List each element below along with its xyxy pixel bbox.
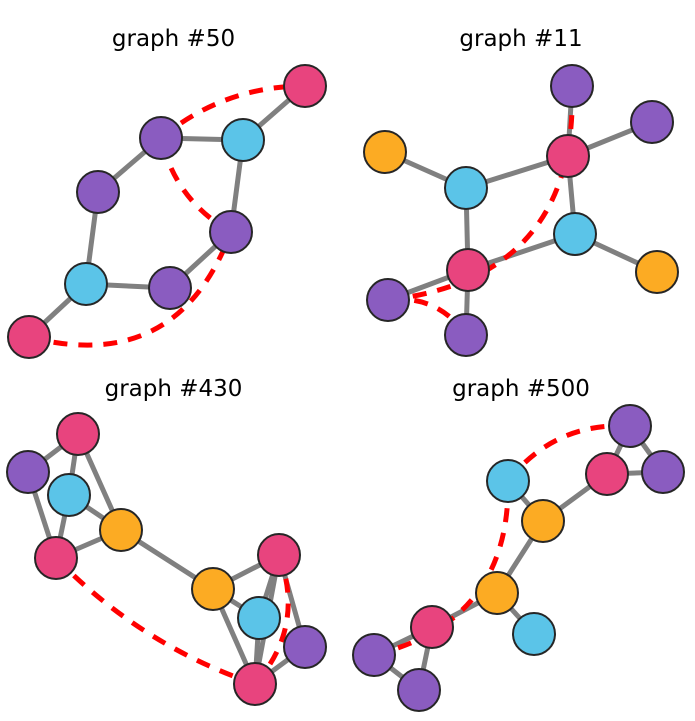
graph-node-purple[interactable] bbox=[148, 266, 192, 310]
graph-node-pink[interactable] bbox=[7, 315, 51, 359]
graph-node-orange[interactable] bbox=[475, 571, 519, 615]
graph-node-orange[interactable] bbox=[635, 250, 679, 294]
panel-graph-11: graph #11 bbox=[347, 20, 695, 370]
graph-node-purple[interactable] bbox=[641, 450, 685, 494]
graph-canvas-graph-11 bbox=[363, 64, 679, 357]
graph-node-pink[interactable] bbox=[283, 64, 327, 108]
graph-node-orange[interactable] bbox=[521, 499, 565, 543]
graph-node-purple[interactable] bbox=[608, 404, 652, 448]
graph-node-purple[interactable] bbox=[139, 116, 183, 160]
node-layer bbox=[363, 64, 679, 357]
graph-node-orange[interactable] bbox=[191, 567, 235, 611]
highlight-path-layer bbox=[54, 554, 291, 687]
graph-node-purple[interactable] bbox=[76, 170, 120, 214]
graph-node-purple[interactable] bbox=[397, 668, 441, 712]
graph-node-pink[interactable] bbox=[446, 248, 490, 292]
graph-node-blue[interactable] bbox=[64, 262, 108, 306]
graph-node-purple[interactable] bbox=[6, 450, 50, 494]
graph-node-purple[interactable] bbox=[366, 278, 410, 322]
graph-node-blue[interactable] bbox=[512, 612, 556, 656]
graph-node-purple[interactable] bbox=[444, 313, 488, 357]
graph-node-blue[interactable] bbox=[237, 596, 281, 640]
graph-node-pink[interactable] bbox=[585, 452, 629, 496]
graph-node-pink[interactable] bbox=[233, 662, 277, 706]
graph-node-purple[interactable] bbox=[209, 210, 253, 254]
panel-title-graph-500: graph #500 bbox=[452, 376, 590, 402]
panel-graph-500: graph #500 bbox=[347, 370, 695, 721]
graph-node-blue[interactable] bbox=[444, 166, 488, 210]
graph-node-purple[interactable] bbox=[630, 100, 674, 144]
panel-title-graph-430: graph #430 bbox=[104, 376, 243, 402]
graph-canvas-graph-500 bbox=[352, 404, 685, 712]
highlight-path-segment bbox=[54, 556, 256, 687]
node-layer bbox=[352, 404, 685, 712]
highlight-path-segment bbox=[28, 231, 234, 348]
graph-node-orange[interactable] bbox=[363, 130, 407, 174]
edge-layer bbox=[382, 83, 660, 338]
graph-node-blue[interactable] bbox=[553, 212, 597, 256]
highlight-path-segment bbox=[387, 85, 575, 303]
graph-node-purple[interactable] bbox=[283, 625, 327, 669]
graph-node-pink[interactable] bbox=[410, 605, 454, 649]
graph-node-blue[interactable] bbox=[47, 473, 91, 517]
node-layer bbox=[6, 412, 327, 706]
panel-title-graph-50: graph #50 bbox=[111, 26, 236, 52]
graph-node-purple[interactable] bbox=[550, 64, 594, 108]
panel-graph-430: graph #430 bbox=[0, 370, 347, 721]
highlight-path-layer bbox=[387, 85, 575, 337]
graph-node-orange[interactable] bbox=[99, 508, 143, 552]
graph-node-pink[interactable] bbox=[546, 134, 590, 178]
graph-node-pink[interactable] bbox=[34, 536, 78, 580]
node-layer bbox=[7, 64, 327, 359]
highlight-path-segment bbox=[373, 480, 511, 658]
graph-canvas-graph-430 bbox=[6, 412, 327, 706]
graph-canvas-graph-50 bbox=[7, 64, 327, 359]
graph-node-pink[interactable] bbox=[56, 412, 100, 456]
highlight-path-layer bbox=[373, 423, 631, 658]
panel-title-graph-11: graph #11 bbox=[459, 26, 583, 52]
panel-graph-50: graph #50 bbox=[0, 20, 347, 370]
graph-node-purple[interactable] bbox=[352, 633, 396, 677]
graph-node-blue[interactable] bbox=[486, 459, 530, 503]
graph-node-blue[interactable] bbox=[221, 118, 265, 162]
graph-node-pink[interactable] bbox=[257, 533, 301, 577]
